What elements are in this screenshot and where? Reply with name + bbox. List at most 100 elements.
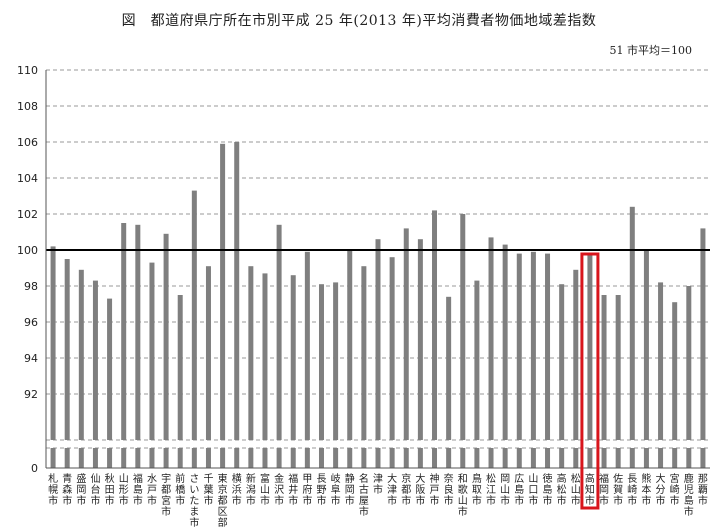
x-category-label: 金沢市 bbox=[274, 472, 284, 507]
bar-stub bbox=[643, 448, 649, 468]
x-category-label: 山口市 bbox=[528, 473, 538, 507]
bar-stub bbox=[488, 448, 494, 468]
bar-stub bbox=[446, 448, 452, 468]
bar bbox=[587, 255, 593, 440]
bar-stub bbox=[417, 448, 423, 468]
y-tick-label: 96 bbox=[24, 316, 38, 329]
x-category-label: 奈良市 bbox=[444, 472, 454, 507]
bar-stub bbox=[375, 448, 381, 468]
bar-stub bbox=[262, 448, 268, 468]
x-category-label: 新潟市 bbox=[246, 472, 256, 507]
x-category-label: 秋田市 bbox=[105, 472, 115, 507]
y-tick-label: 0 bbox=[31, 462, 38, 475]
x-category-label: 鹿児島市 bbox=[684, 472, 694, 518]
bar bbox=[417, 239, 423, 440]
x-category-label: 富山市 bbox=[260, 472, 270, 507]
bar-stub bbox=[672, 448, 678, 468]
bar bbox=[177, 295, 183, 440]
y-tick-label: 102 bbox=[17, 208, 38, 221]
bar-stub bbox=[545, 448, 551, 468]
bar bbox=[107, 298, 113, 440]
bar bbox=[615, 295, 621, 440]
x-category-label: 福島市 bbox=[133, 472, 143, 507]
bar-stub bbox=[78, 448, 84, 468]
bar bbox=[573, 269, 579, 440]
bar bbox=[488, 237, 494, 440]
x-category-label: 和歌山市 bbox=[458, 473, 468, 518]
bar bbox=[446, 296, 452, 440]
bar-stub bbox=[64, 448, 70, 468]
bar-stub bbox=[516, 448, 522, 468]
bar-stub bbox=[686, 448, 692, 468]
bar-stub bbox=[601, 448, 607, 468]
bar-stub bbox=[248, 448, 254, 468]
bar-stub bbox=[50, 448, 56, 468]
bar bbox=[347, 250, 353, 440]
x-category-label: 仙台市 bbox=[90, 472, 100, 507]
x-category-label: 佐賀市 bbox=[613, 473, 623, 507]
bar bbox=[78, 269, 84, 440]
x-category-label: 徳島市 bbox=[543, 472, 553, 507]
x-category-label: 熊本市 bbox=[641, 472, 651, 507]
bar bbox=[686, 286, 692, 440]
bar bbox=[92, 280, 98, 440]
x-category-label: 東京都区部 bbox=[218, 472, 228, 527]
x-category-label: 松山市 bbox=[571, 472, 581, 507]
x-category-label: 水戸市 bbox=[147, 473, 157, 507]
x-category-label: 千葉市 bbox=[203, 473, 213, 507]
bar-stub bbox=[615, 448, 621, 468]
bar-stub bbox=[304, 448, 310, 468]
x-category-label: 長野市 bbox=[316, 473, 326, 507]
bar-stub bbox=[205, 448, 211, 468]
bar-stub bbox=[347, 448, 353, 468]
bar-stub bbox=[177, 448, 183, 468]
x-category-label: 名古屋市 bbox=[359, 472, 369, 518]
bar bbox=[276, 224, 282, 440]
x-category-label: 横浜市 bbox=[232, 472, 242, 507]
bar bbox=[516, 253, 522, 440]
bar-stub bbox=[361, 448, 367, 468]
chart-title: 図 都道府県庁所在市別平成 25 年(2013 年)平均消費者物価地域差指数 bbox=[121, 13, 597, 29]
bar-stub bbox=[460, 448, 466, 468]
bar-stub bbox=[135, 448, 141, 468]
base-note: 51 市平均＝100 bbox=[609, 44, 693, 57]
x-category-label: 青森市 bbox=[62, 472, 72, 507]
bar-stub bbox=[389, 448, 395, 468]
x-category-label: 鳥取市 bbox=[472, 472, 482, 507]
bar-stub bbox=[191, 448, 197, 468]
x-category-label: 大津市 bbox=[387, 472, 397, 507]
x-category-label: 那覇市 bbox=[698, 473, 708, 507]
x-category-label: 神戸市 bbox=[430, 472, 440, 507]
y-tick-label: 98 bbox=[24, 280, 38, 293]
x-category-label: 津市 bbox=[373, 473, 383, 496]
bar-stub bbox=[149, 448, 155, 468]
bar-stub bbox=[629, 448, 635, 468]
bar bbox=[559, 284, 565, 440]
bar bbox=[700, 228, 706, 440]
y-tick-label: 94 bbox=[24, 352, 38, 365]
x-category-label: 札幌市 bbox=[48, 472, 58, 507]
bar bbox=[474, 280, 480, 440]
x-category-label: 福井市 bbox=[288, 472, 298, 507]
bar bbox=[361, 266, 367, 440]
bar bbox=[220, 143, 226, 441]
x-category-label: 高松市 bbox=[557, 472, 567, 507]
bar bbox=[375, 239, 381, 440]
x-category-label: 京都市 bbox=[401, 472, 411, 507]
bar bbox=[234, 142, 240, 440]
bar-stub bbox=[318, 448, 324, 468]
bar bbox=[601, 295, 607, 440]
bar-stub bbox=[121, 448, 127, 468]
x-category-label: 高知市 bbox=[585, 472, 595, 507]
x-category-label: 松江市 bbox=[486, 472, 496, 507]
bar bbox=[460, 214, 466, 440]
x-category-label: 岡山市 bbox=[500, 473, 510, 507]
bar bbox=[643, 250, 649, 440]
bar bbox=[333, 282, 339, 440]
y-tick-label: 100 bbox=[17, 244, 38, 257]
bar bbox=[290, 275, 296, 440]
bar bbox=[262, 273, 268, 440]
bar-stub bbox=[573, 448, 579, 468]
bar-stub bbox=[276, 448, 282, 468]
